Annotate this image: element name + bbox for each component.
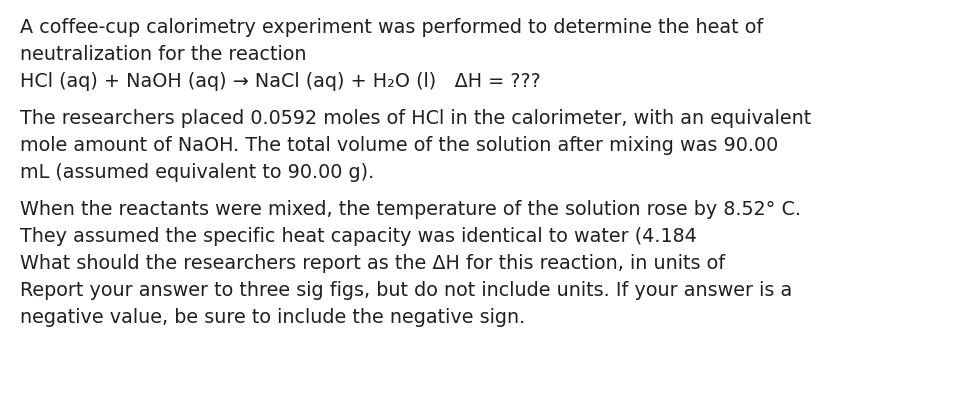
Text: When the reactants were mixed, the temperature of the solution rose by 8.52° C.: When the reactants were mixed, the tempe… xyxy=(20,200,801,219)
Text: They assumed the specific heat capacity was identical to water (4.184: They assumed the specific heat capacity … xyxy=(20,227,697,246)
Text: HCl (aq) + NaOH (aq) → NaCl (aq) + H₂O (l)   ΔH = ???: HCl (aq) + NaOH (aq) → NaCl (aq) + H₂O (… xyxy=(20,72,541,91)
Text: mole amount of NaOH. The total volume of the solution after mixing was 90.00: mole amount of NaOH. The total volume of… xyxy=(20,136,778,155)
Text: Report your answer to three sig figs, but do not include units. If your answer i: Report your answer to three sig figs, bu… xyxy=(20,281,793,300)
Text: A coffee-cup calorimetry experiment was performed to determine the heat of: A coffee-cup calorimetry experiment was … xyxy=(20,18,764,37)
Text: neutralization for the reaction: neutralization for the reaction xyxy=(20,45,306,64)
Text: negative value, be sure to include the negative sign.: negative value, be sure to include the n… xyxy=(20,308,525,327)
Text: What should the researchers report as the ΔH for this reaction, in units of: What should the researchers report as th… xyxy=(20,254,725,273)
Text: mL (assumed equivalent to 90.00 g).: mL (assumed equivalent to 90.00 g). xyxy=(20,163,375,182)
Text: The researchers placed 0.0592 moles of HCl in the calorimeter, with an equivalen: The researchers placed 0.0592 moles of H… xyxy=(20,109,811,128)
